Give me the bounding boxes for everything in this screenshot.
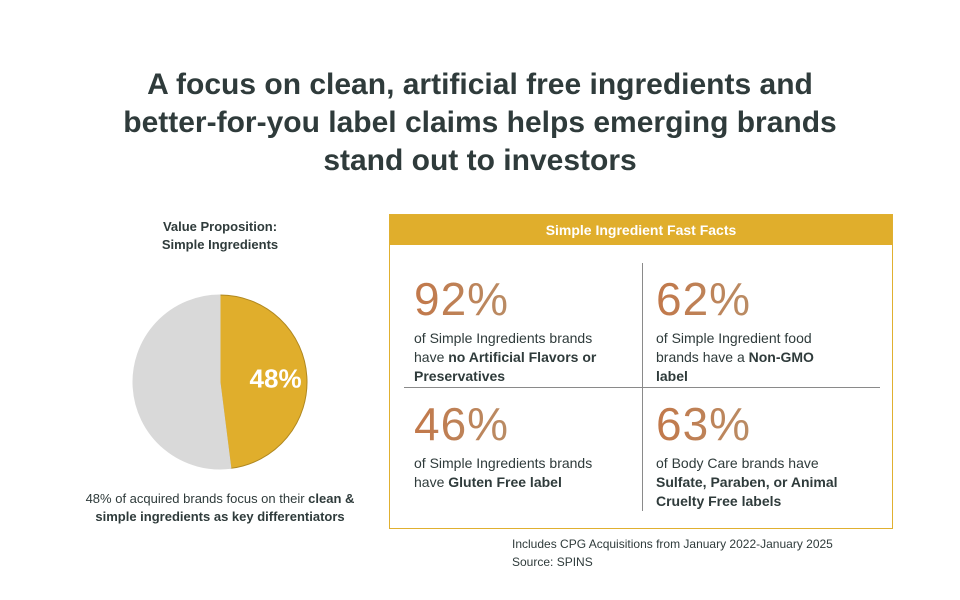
fact-bold-2: Cruelty Free labels [656, 493, 782, 509]
fast-facts-header: Simple Ingredient Fast Facts [390, 215, 892, 245]
fact-percent: 63% [656, 400, 886, 448]
fact-text-1: of Simple Ingredients brands [414, 330, 593, 346]
fact-description: of Simple Ingredient food brands have a … [656, 329, 886, 386]
chart-title-line-1: Value Proposition: [162, 219, 278, 234]
fact-text-2: brands have a [656, 349, 749, 365]
pie-chart: 48% [132, 294, 308, 470]
pie-caption-bold-1: clean & [308, 491, 355, 506]
fact-card-3: 46% of Simple Ingredients brands have Gl… [414, 400, 644, 492]
page-title: A focus on clean, artificial free ingred… [60, 66, 900, 180]
pie-caption: 48% of acquired brands focus on their cl… [40, 490, 400, 526]
chart-title: Value Proposition: Simple Ingredients [120, 218, 320, 254]
horizontal-divider [404, 387, 880, 388]
pie-slice-label: 48% [250, 364, 302, 394]
title-line-1: A focus on clean, artificial free ingred… [147, 68, 813, 101]
fact-text-2: have [414, 349, 449, 365]
fact-bold-1: Sulfate, Paraben, or Animal [656, 474, 838, 490]
fact-text-1: of Simple Ingredients brands [414, 455, 593, 471]
fact-text-2: have [414, 474, 449, 490]
title-line-2: better-for-you label claims helps emergi… [123, 106, 837, 139]
title-line-3: stand out to investors [323, 144, 637, 177]
chart-title-line-2: Simple Ingredients [161, 237, 279, 252]
fact-percent: 62% [656, 275, 886, 323]
footnote-source: Source: SPINS [512, 555, 593, 569]
fact-text-1: of Simple Ingredient food [656, 330, 812, 346]
fast-facts-panel: Simple Ingredient Fast Facts 92% of Simp… [389, 214, 893, 529]
pie-slice-2 [132, 294, 232, 470]
fact-bold-1: Non-GMO [748, 349, 814, 365]
fact-bold-1: Gluten Free label [448, 474, 562, 490]
fact-bold-2: Preservatives [414, 368, 506, 384]
fact-description: of Simple Ingredients brands have Gluten… [414, 454, 644, 492]
fact-description: of Body Care brands have Sulfate, Parabe… [656, 454, 886, 511]
fact-bold-1: no Artificial Flavors or [448, 349, 597, 365]
fact-text-1: of Body Care brands have [656, 455, 819, 471]
footnote: Includes CPG Acquisitions from January 2… [512, 535, 833, 571]
fact-bold-2: label [656, 368, 688, 384]
fact-percent: 46% [414, 400, 644, 448]
fact-percent: 92% [414, 275, 644, 323]
fact-card-4: 63% of Body Care brands have Sulfate, Pa… [656, 400, 886, 511]
fact-description: of Simple Ingredients brands have no Art… [414, 329, 644, 386]
pie-caption-text: 48% of acquired brands focus on their [85, 491, 309, 506]
footnote-line-1: Includes CPG Acquisitions from January 2… [512, 537, 833, 551]
pie-caption-bold-2: simple ingredients as key differentiator… [95, 509, 345, 524]
pie-slice-1 [219, 294, 308, 469]
fact-card-1: 92% of Simple Ingredients brands have no… [414, 275, 644, 386]
fact-card-2: 62% of Simple Ingredient food brands hav… [656, 275, 886, 386]
